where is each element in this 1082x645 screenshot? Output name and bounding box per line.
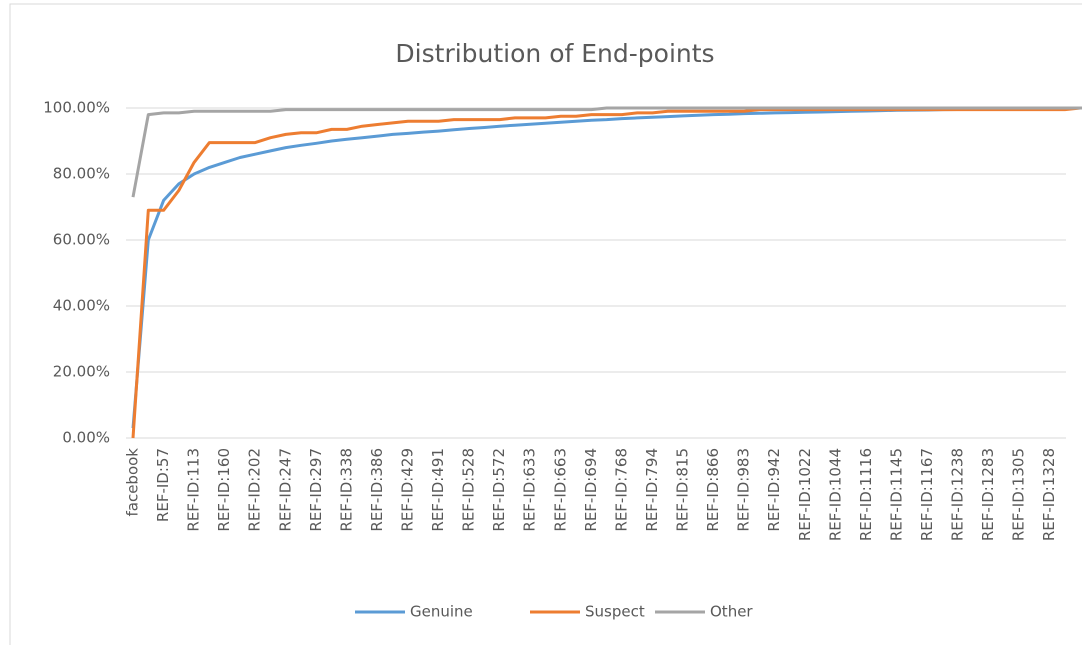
x-tick-label: REF-ID:1328 — [1040, 448, 1058, 541]
y-tick-label: 0.00% — [62, 429, 110, 447]
x-tick-label: REF-ID:1238 — [949, 448, 967, 541]
x-tick-label: REF-ID:338 — [337, 448, 355, 532]
x-tick-label: REF-ID:866 — [704, 448, 722, 532]
series-line — [131, 106, 1082, 439]
x-tick-label: REF-ID:572 — [490, 448, 508, 532]
x-tick-label: REF-ID:429 — [399, 448, 417, 532]
x-tick-label: REF-ID:528 — [460, 448, 478, 532]
y-tick-label: 60.00% — [53, 231, 110, 249]
y-tick-label: 40.00% — [53, 297, 110, 315]
x-tick-label: REF-ID:1305 — [1010, 448, 1028, 541]
x-tick-label: REF-ID:297 — [307, 448, 325, 532]
x-tick-label: REF-ID:247 — [276, 448, 294, 532]
x-tick-label: REF-ID:202 — [246, 448, 264, 532]
x-tick-label: facebook — [124, 448, 142, 517]
legend-label: Genuine — [410, 603, 473, 621]
x-tick-label: REF-ID:1022 — [796, 448, 814, 541]
x-tick-label: REF-ID:386 — [368, 448, 386, 532]
x-tick-label: REF-ID:663 — [551, 448, 569, 532]
x-tick-label: REF-ID:794 — [643, 448, 661, 532]
x-tick-label: REF-ID:1116 — [857, 448, 875, 541]
x-tick-label: REF-ID:113 — [185, 448, 203, 532]
x-tick-label: REF-ID:1167 — [918, 448, 936, 541]
x-tick-label: REF-ID:1145 — [887, 448, 905, 541]
x-tick-label: REF-ID:768 — [612, 448, 630, 532]
chart-title: Distribution of End-points — [395, 39, 714, 68]
x-tick-label: REF-ID:815 — [674, 448, 692, 532]
x-tick-label: REF-ID:491 — [429, 448, 447, 532]
x-tick-label: REF-ID:1283 — [979, 448, 997, 541]
x-tick-label: REF-ID:942 — [765, 448, 783, 532]
x-tick-label: REF-ID:694 — [582, 448, 600, 532]
x-tick-label: REF-ID:57 — [154, 448, 172, 522]
y-tick-label: 20.00% — [53, 363, 110, 381]
x-tick-label: REF-ID:160 — [215, 448, 233, 532]
x-tick-label: REF-ID:1044 — [826, 448, 844, 541]
legend-label: Suspect — [585, 603, 645, 621]
y-tick-label: 80.00% — [53, 165, 110, 183]
series-line — [131, 106, 1082, 198]
chart-border — [9, 3, 1082, 645]
legend-label: Other — [710, 603, 753, 621]
y-tick-label: 100.00% — [43, 99, 110, 117]
x-tick-label: REF-ID:983 — [735, 448, 753, 532]
x-tick-label: REF-ID:633 — [521, 448, 539, 532]
